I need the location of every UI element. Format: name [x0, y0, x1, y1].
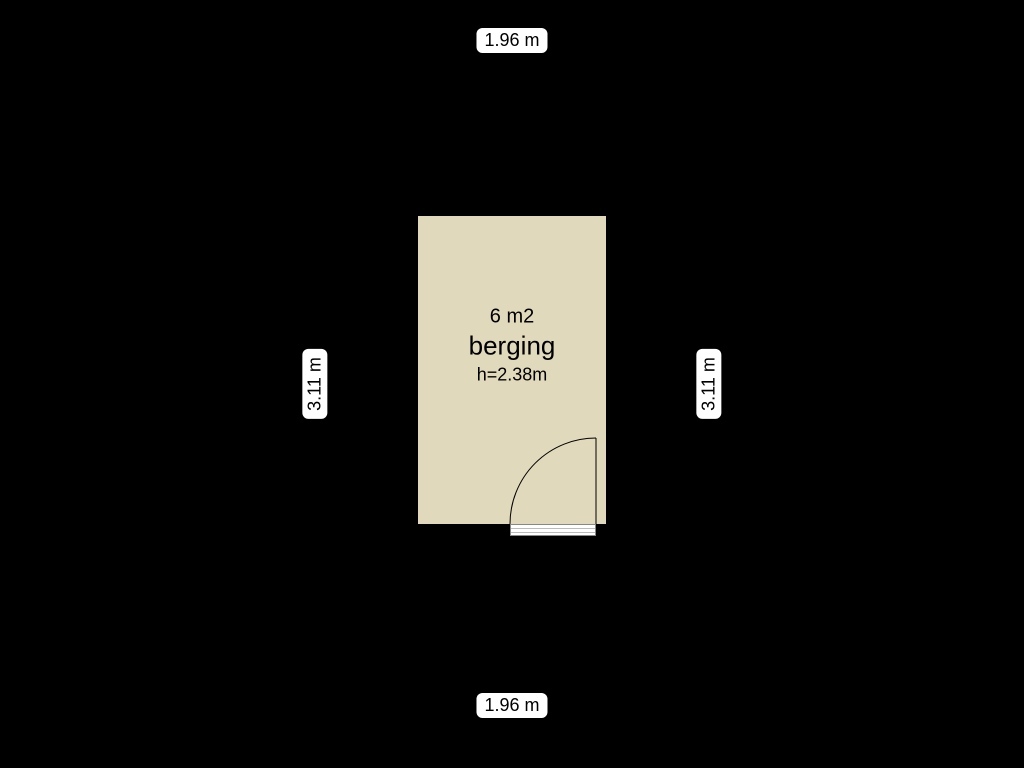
- dimension-bottom: 1.96 m: [476, 693, 547, 718]
- dimension-right: 3.11 m: [697, 349, 722, 419]
- door-threshold: [510, 524, 596, 536]
- room-height: h=2.38m: [469, 364, 556, 387]
- room-area: 6 m2: [469, 304, 556, 330]
- room-name: berging: [469, 330, 556, 364]
- dimension-top: 1.96 m: [476, 28, 547, 53]
- dimension-left: 3.11 m: [302, 349, 327, 419]
- room-label-block: 6 m2 berging h=2.38m: [469, 304, 556, 387]
- room-berging: 6 m2 berging h=2.38m: [412, 210, 612, 530]
